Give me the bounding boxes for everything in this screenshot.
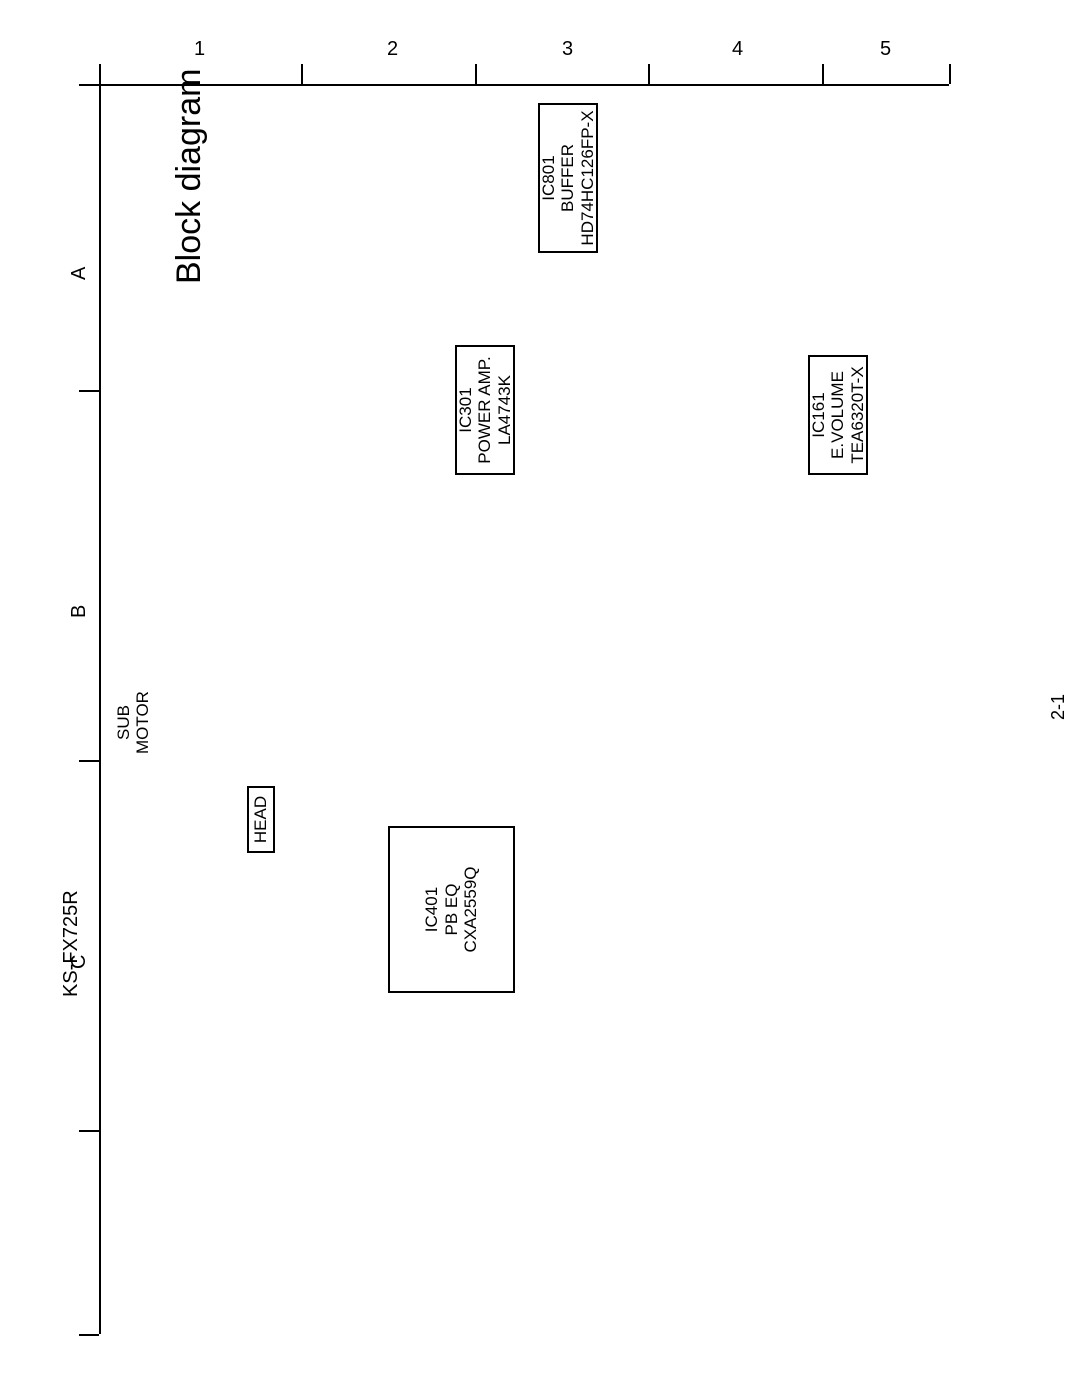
left-tick	[79, 1130, 99, 1132]
left-tick	[79, 390, 99, 392]
top-axis-line	[99, 84, 949, 86]
head-block: HEAD	[247, 786, 275, 853]
left-tick	[79, 84, 99, 86]
left-axis-line	[99, 84, 101, 1334]
col-label-4: 4	[732, 38, 743, 61]
left-tick	[79, 760, 99, 762]
model-label: KS-FX725R	[60, 890, 83, 997]
col-label-1: 1	[194, 38, 205, 61]
top-tick	[99, 64, 101, 84]
ic801-block: IC801 BUFFER HD74HC126FP-X	[538, 103, 598, 253]
diagram-canvas: Block diagram KS-FX725R 2-1 1 2 3 4 5 A …	[0, 0, 1080, 1397]
ic161-block: IC161 E.VOLUME TEA6320T-X	[808, 355, 868, 475]
col-label-2: 2	[387, 38, 398, 61]
top-tick	[949, 64, 951, 84]
ic301-block: IC301 POWER AMP. LA4743K	[455, 345, 515, 475]
col-label-3: 3	[562, 38, 573, 61]
top-tick	[301, 64, 303, 84]
top-tick	[648, 64, 650, 84]
sub-motor-label: SUB MOTOR	[115, 691, 152, 754]
top-tick	[822, 64, 824, 84]
col-label-5: 5	[880, 38, 891, 61]
page-number: 2-1	[1048, 694, 1069, 720]
row-label-a: A	[68, 267, 91, 280]
ic401-block: IC401 PB EQ CXA2559Q	[388, 826, 515, 993]
top-tick	[475, 64, 477, 84]
left-tick	[79, 1334, 99, 1336]
row-label-c: C	[68, 955, 91, 969]
page-title: Block diagram	[170, 69, 209, 284]
row-label-b: B	[68, 605, 91, 618]
